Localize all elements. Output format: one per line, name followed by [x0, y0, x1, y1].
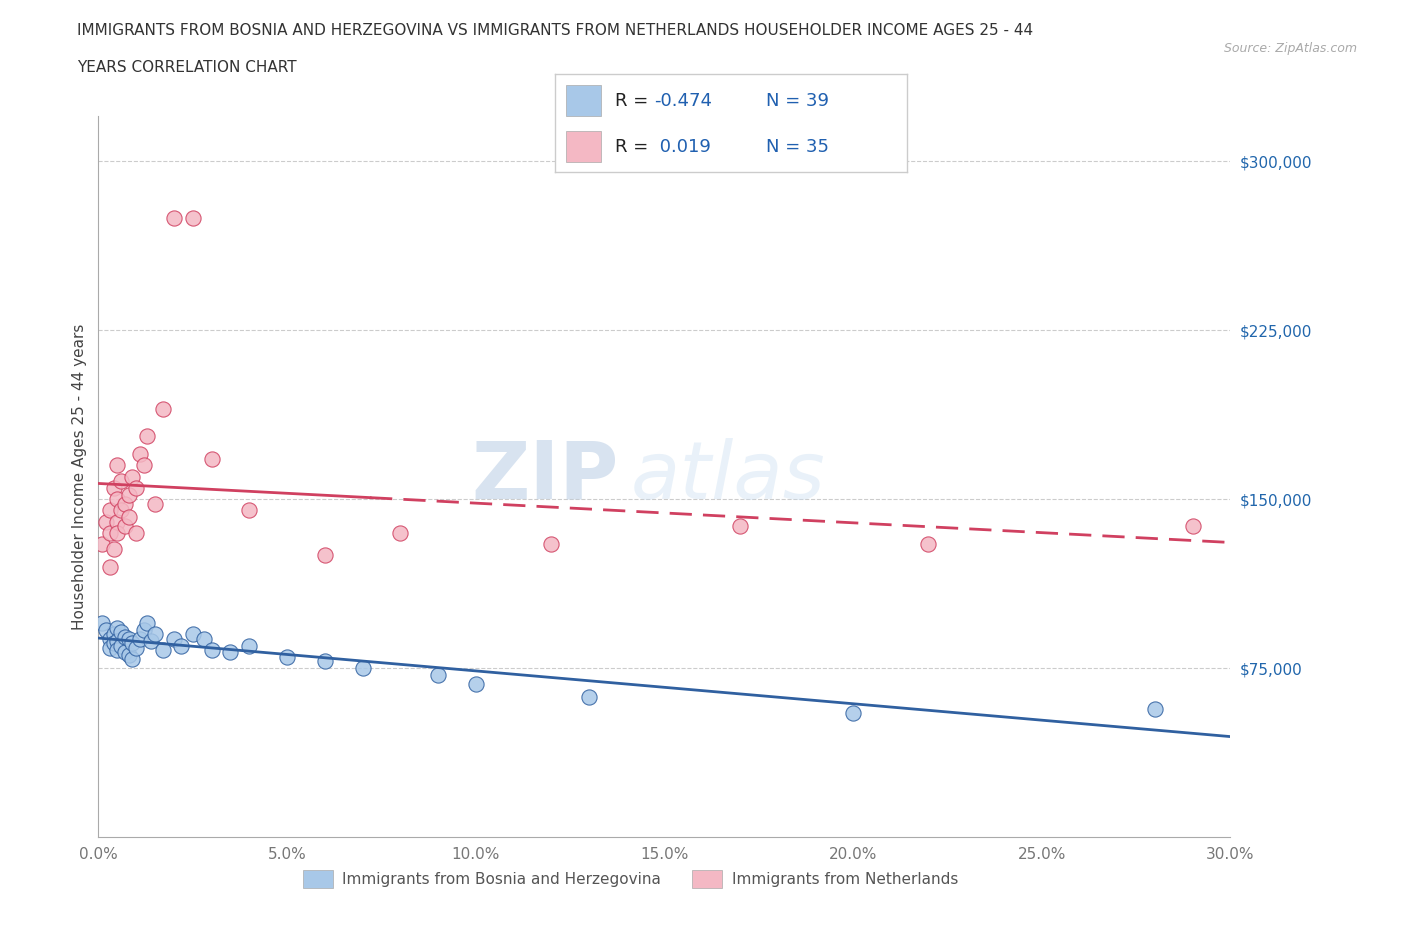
Point: [276, 649, 298, 664]
Point: [129, 631, 152, 646]
Point: [181, 627, 204, 642]
Point: [110, 638, 132, 653]
Point: [105, 525, 128, 540]
Point: [121, 636, 143, 651]
Point: [143, 627, 166, 642]
Point: [114, 644, 136, 659]
Bar: [565, 86, 602, 116]
Text: N = 39: N = 39: [766, 92, 830, 110]
Point: [91, 537, 114, 551]
Point: [238, 638, 260, 653]
Point: [114, 629, 136, 644]
Text: IMMIGRANTS FROM BOSNIA AND HERZEGOVINA VS IMMIGRANTS FROM NETHERLANDS HOUSEHOLDE: IMMIGRANTS FROM BOSNIA AND HERZEGOVINA V…: [77, 23, 1033, 38]
Text: Source: ZipAtlas.com: Source: ZipAtlas.com: [1223, 42, 1357, 55]
Point: [143, 497, 166, 512]
Text: -0.474: -0.474: [654, 92, 711, 110]
Point: [121, 652, 143, 667]
Point: [94, 514, 117, 529]
Point: [141, 633, 163, 648]
Bar: [565, 131, 602, 163]
Point: [201, 451, 224, 466]
Point: [136, 616, 159, 631]
Point: [728, 519, 751, 534]
Point: [152, 643, 174, 658]
Point: [132, 458, 155, 472]
Y-axis label: Householder Income Ages 25 - 44 years: Householder Income Ages 25 - 44 years: [72, 324, 87, 630]
Point: [136, 429, 159, 444]
Point: [94, 622, 117, 637]
Point: [219, 644, 242, 659]
Point: [352, 660, 374, 675]
Point: [163, 631, 186, 646]
Point: [105, 620, 128, 635]
Point: [464, 676, 486, 691]
Point: [105, 643, 128, 658]
Point: [91, 616, 114, 631]
Text: N = 35: N = 35: [766, 138, 830, 155]
Point: [238, 503, 260, 518]
Point: [98, 525, 121, 540]
Text: atlas: atlas: [630, 438, 825, 515]
Text: YEARS CORRELATION CHART: YEARS CORRELATION CHART: [77, 60, 297, 75]
Point: [170, 638, 193, 653]
Text: R =: R =: [616, 92, 654, 110]
Point: [181, 210, 204, 225]
Point: [389, 525, 412, 540]
Point: [121, 469, 143, 484]
Text: 0.019: 0.019: [654, 138, 710, 155]
Point: [105, 492, 128, 507]
Point: [125, 525, 148, 540]
Point: [98, 503, 121, 518]
Point: [540, 537, 562, 551]
Point: [314, 548, 336, 563]
Point: [110, 503, 132, 518]
Point: [98, 559, 121, 574]
Point: [578, 690, 600, 705]
Point: [103, 627, 125, 642]
Point: [314, 654, 336, 669]
Point: [98, 641, 121, 656]
Point: [132, 622, 155, 637]
Point: [152, 402, 174, 417]
Point: [129, 446, 152, 461]
Legend: Immigrants from Bosnia and Herzegovina, Immigrants from Netherlands: Immigrants from Bosnia and Herzegovina, …: [297, 864, 965, 895]
Point: [117, 487, 139, 502]
Point: [1143, 701, 1166, 716]
Text: ZIP: ZIP: [472, 438, 619, 515]
Point: [917, 537, 939, 551]
Point: [1181, 519, 1204, 534]
Point: [117, 631, 139, 646]
Point: [117, 510, 139, 525]
Point: [110, 625, 132, 640]
Point: [103, 636, 125, 651]
Point: [201, 643, 224, 658]
Point: [103, 541, 125, 556]
Point: [193, 631, 215, 646]
Point: [842, 706, 865, 721]
Point: [110, 473, 132, 488]
Point: [98, 631, 121, 646]
Point: [125, 481, 148, 496]
Point: [163, 210, 186, 225]
Point: [103, 481, 125, 496]
Point: [427, 668, 450, 683]
Text: R =: R =: [616, 138, 654, 155]
Point: [105, 633, 128, 648]
Point: [105, 458, 128, 472]
Point: [117, 647, 139, 662]
Point: [114, 519, 136, 534]
Point: [114, 497, 136, 512]
Point: [105, 514, 128, 529]
Point: [125, 641, 148, 656]
